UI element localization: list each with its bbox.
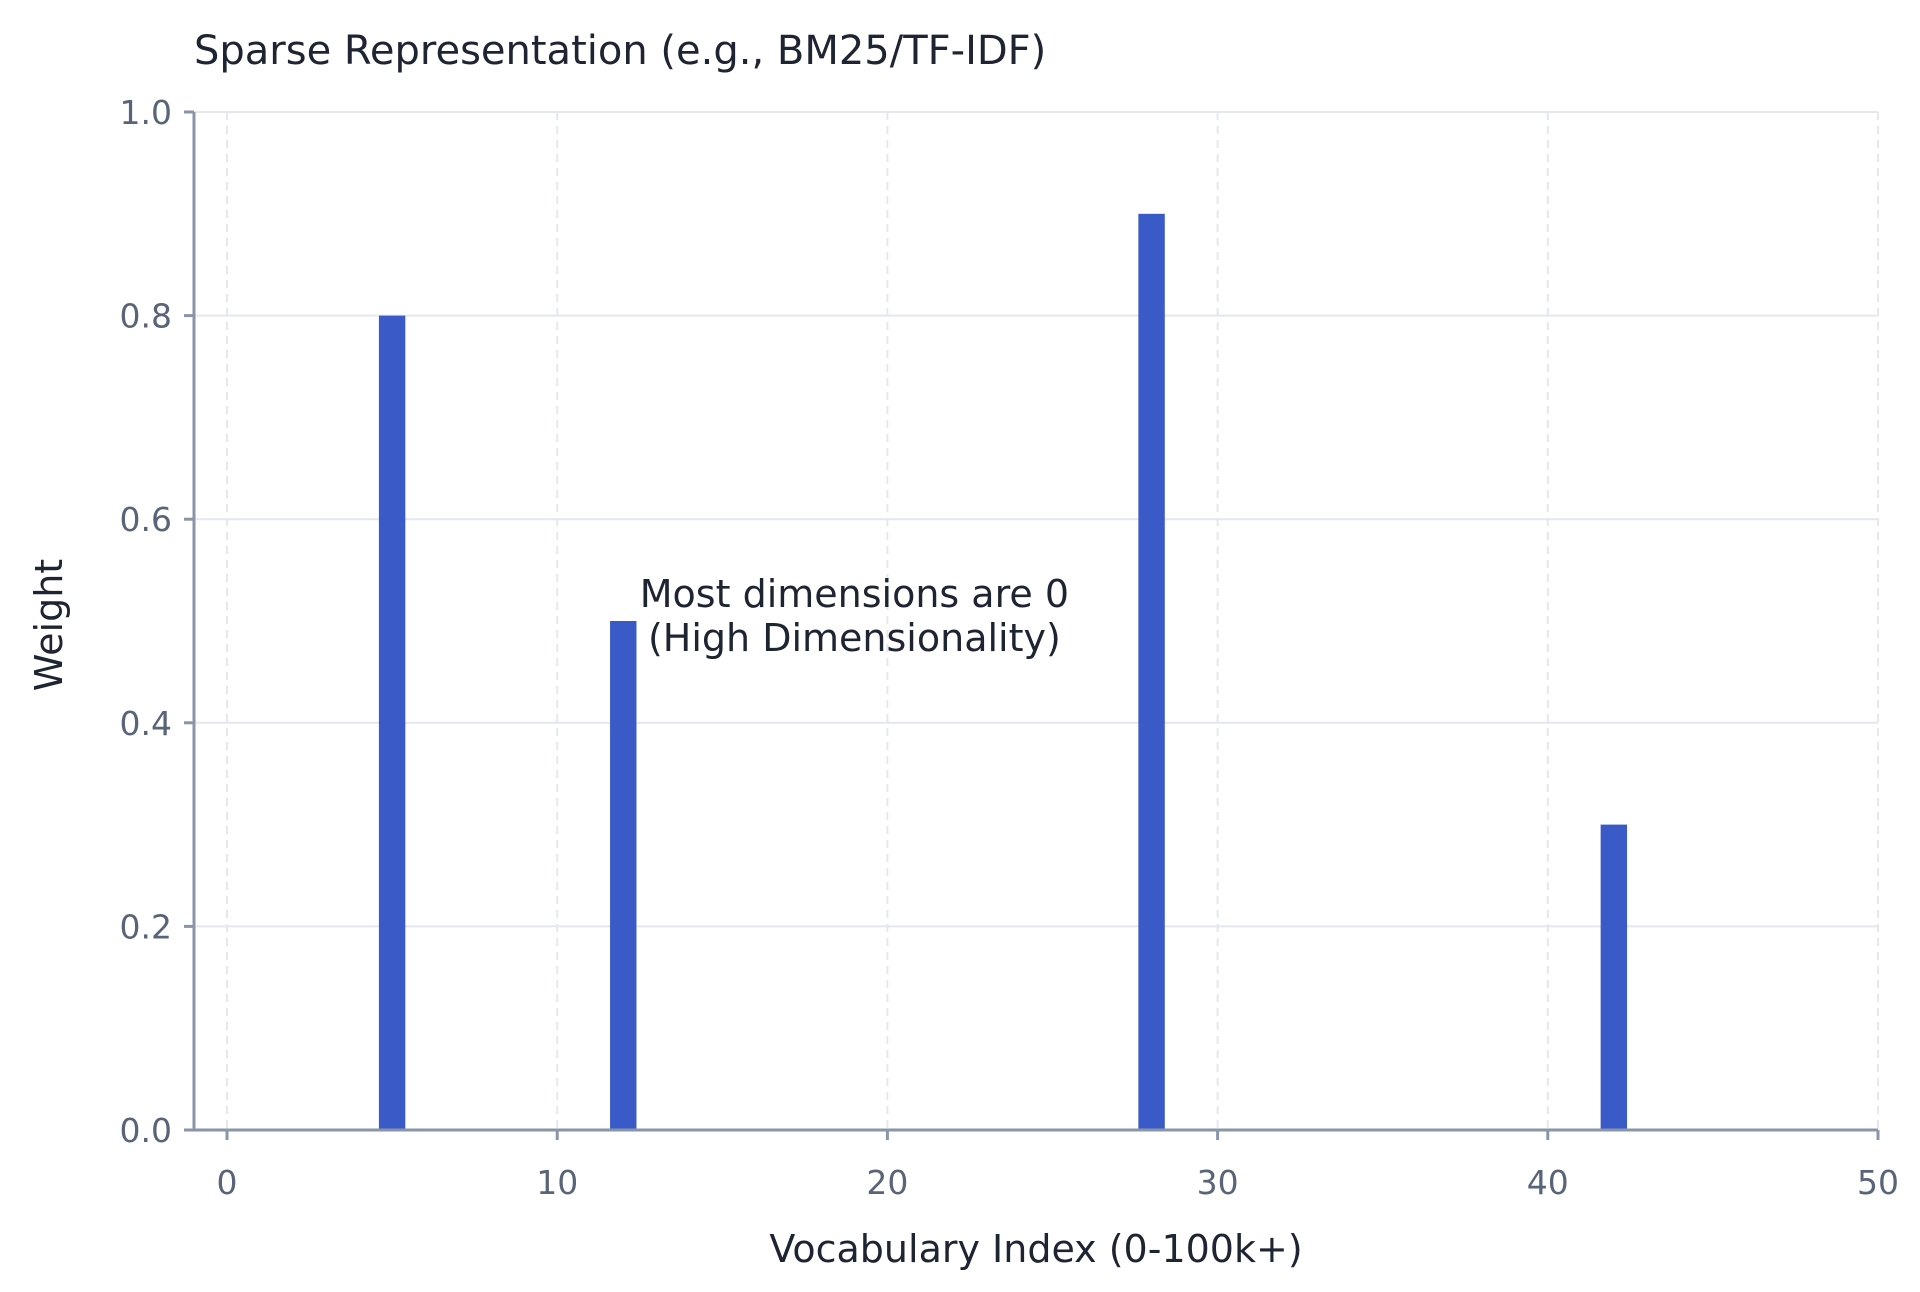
annotation-line: Most dimensions are 0 [640, 572, 1069, 616]
bar [610, 621, 637, 1130]
y-tick-label: 1.0 [120, 93, 172, 132]
bar [1600, 824, 1628, 1130]
y-tick-label: 0.0 [120, 1111, 172, 1150]
bars [378, 213, 1628, 1131]
x-tick-label: 0 [217, 1163, 238, 1202]
x-tick-label: 20 [866, 1163, 908, 1202]
x-axis-label: Vocabulary Index (0-100k+) [769, 1227, 1302, 1271]
x-tick-label: 40 [1527, 1163, 1569, 1202]
y-tick-label: 0.8 [120, 297, 172, 336]
x-tick-label: 50 [1857, 1163, 1899, 1202]
x-tick-label: 30 [1197, 1163, 1239, 1202]
annotation: Most dimensions are 0(High Dimensionalit… [640, 572, 1069, 660]
bar [378, 315, 406, 1131]
x-tick-label: 10 [536, 1163, 578, 1202]
bar [1138, 213, 1165, 1131]
axes [192, 112, 1878, 1132]
y-tick-label: 0.4 [120, 704, 172, 743]
chart-title: Sparse Representation (e.g., BM25/TF-IDF… [194, 28, 1046, 74]
grid [194, 111, 1879, 1131]
y-tick-label: 0.6 [120, 500, 172, 539]
x-ticks: 0 10 20 30 40 50 [217, 1130, 1899, 1202]
y-ticks: 0.0 0.2 0.4 0.6 0.8 1.0 [120, 93, 194, 1150]
y-tick-label: 0.2 [120, 907, 172, 946]
annotation-line: (High Dimensionality) [648, 616, 1061, 660]
y-axis-label: Weight [27, 559, 71, 691]
